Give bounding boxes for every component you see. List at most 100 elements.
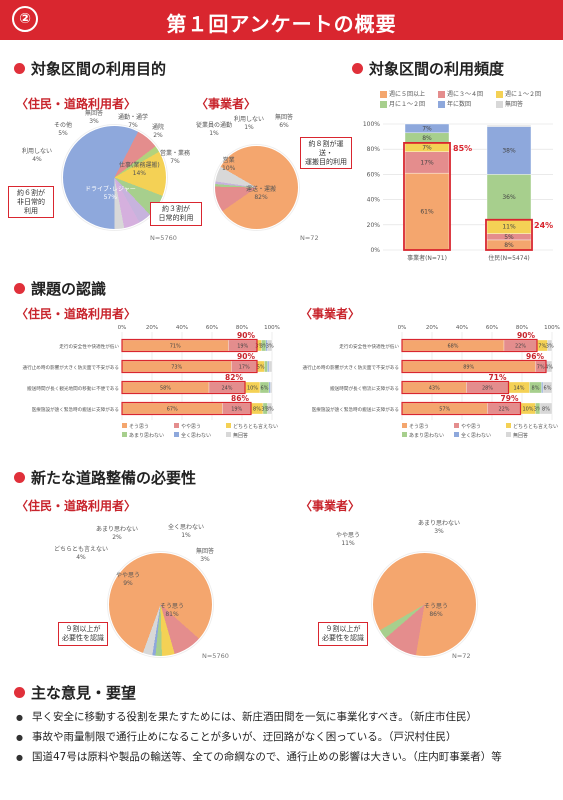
highlight-label: 24% <box>534 221 553 230</box>
bar-value-label: 5% <box>504 234 514 241</box>
slice-label: 利用しない 1% <box>234 116 265 131</box>
bar-value-label: 71% <box>170 344 181 350</box>
legend-label: 週に３～４回 <box>447 91 484 98</box>
issue-residents-chart: 0% 20% 40% 60% 80% 100%走行の安全性や快適性が低い 71% 19% 3%3… <box>23 325 280 439</box>
bar-segment <box>486 125 532 127</box>
legend-swatch <box>438 91 445 98</box>
legend-item: 年に数回 <box>438 100 496 110</box>
legend-swatch <box>226 423 231 428</box>
axis-tick-label: 20% <box>426 325 438 331</box>
row-label: 医療施設が遠く緊急時の搬送に支障がある <box>312 406 399 413</box>
legend-label: 週に５回以上 <box>389 91 426 98</box>
bar-segment <box>404 172 450 251</box>
legend-label: そう思う <box>409 423 429 430</box>
slice-label: 無回答 3% <box>85 110 104 125</box>
bar-value-label: 6% <box>261 386 269 392</box>
bar-segment <box>270 381 273 394</box>
sample-size: N=72 <box>452 652 471 660</box>
bar-value-label: 3% <box>534 407 542 413</box>
axis-tick-label: 20% <box>146 325 158 331</box>
legend-label: そう思う <box>129 423 149 430</box>
axis-tick-label: 80% <box>236 325 248 331</box>
bar-value-label: 61% <box>420 209 434 216</box>
opinions-list: 早く安全に移動する役割を果たすためには、新庄酒田間を一気に事業化すべき。（新庄市… <box>16 708 551 768</box>
bar-value-label: 89% <box>463 365 474 371</box>
y-tick-label: 20% <box>367 222 381 229</box>
axis-tick-label: 60% <box>486 325 498 331</box>
legend-item: 月に１～２回 <box>380 100 438 110</box>
need-business-pie <box>372 552 477 657</box>
highlight-box <box>401 338 538 353</box>
slice-label: あまり思わない 3% <box>418 520 461 535</box>
legend-swatch <box>174 432 179 437</box>
bar-value-label: 8% <box>532 386 540 392</box>
list-item: 事故や雨量制限で通行止めになることが多いが、迂回路がなく困っている。（戸沢村住民… <box>16 728 551 748</box>
highlight-box <box>121 359 258 374</box>
legend-swatch <box>122 432 127 437</box>
purpose-residents-pie <box>62 125 167 230</box>
callout-need-business: ９割以上が 必要性を認識 <box>318 622 368 646</box>
slice-label: そう思う 86% <box>424 603 449 618</box>
bar-value-label: 38% <box>502 147 516 154</box>
slice-label: ドライブ･レジャー 57% <box>85 186 136 201</box>
issue-business-chart: 0% 20% 40% 60% 80% 100%走行の安全性や快適性が低い 68% 22% 7% 3… <box>303 325 560 439</box>
total-label: 82% <box>225 373 243 382</box>
legend-swatch <box>380 100 387 108</box>
legend-swatch <box>506 432 511 437</box>
bar-value-label: 3% <box>266 344 274 350</box>
purpose-business-pie <box>214 145 299 230</box>
highlight-box <box>485 218 533 251</box>
callout-non-daily: 約６割が 非日常的 利用 <box>8 186 54 219</box>
page-title: 第１回アンケートの概要 <box>166 12 397 36</box>
bullet-dot-icon <box>14 687 25 698</box>
slice-label: 無回答 3% <box>196 548 215 563</box>
bullet-dot-icon <box>14 283 25 294</box>
bar-segment <box>268 381 271 394</box>
total-label: 86% <box>231 394 249 403</box>
list-item: 国道47号は原料や製品の輸送等、全ての命綱なので、通行止めの影響は大きい。（庄内… <box>16 748 551 768</box>
callout-need-residents: ９割以上が 必要性を認識 <box>58 622 108 646</box>
bar-value-label: 7% <box>422 144 432 151</box>
axis-tick-label: 60% <box>206 325 218 331</box>
total-label: 90% <box>237 352 255 361</box>
purpose-residents-subtitle: 〈住民・道路利用者〉 <box>16 97 137 111</box>
y-tick-label: 80% <box>367 146 381 153</box>
bar-value-label: 3% <box>546 344 554 350</box>
axis-tick-label: 80% <box>516 325 528 331</box>
bar-value-label: 7% <box>422 125 432 132</box>
bar-segment <box>547 339 553 352</box>
row-label: 医療施設が遠く緊急時の搬送に支障がある <box>32 406 119 413</box>
legend-label: どちらとも言えない <box>233 423 278 430</box>
bar-value-label: 17% <box>239 365 250 371</box>
total-label: 90% <box>237 331 255 340</box>
legend-label: 無回答 <box>233 432 248 439</box>
page-header: ② 第１回アンケートの概要 <box>0 0 563 40</box>
bar-value-label: 7% <box>537 365 545 371</box>
slice-label: その他 5% <box>54 122 73 137</box>
bar-value-label: 22% <box>498 407 509 413</box>
category-label: 住民(N=5474) <box>488 254 529 262</box>
bar-value-label: 24% <box>221 386 232 392</box>
legend-label: 全く思わない <box>181 432 211 439</box>
bar-value-label: 17% <box>420 159 434 166</box>
frequency-legend: 週に５回以上 週に３～４回 週に１～２回月に１～２回 年に数回 無回答 <box>380 90 560 109</box>
highlight-box <box>401 401 522 416</box>
bar-value-label: 8% <box>542 407 550 413</box>
bar-segment <box>268 360 273 373</box>
highlight-box <box>121 401 252 416</box>
bullet-dot-icon <box>14 63 25 74</box>
axis-tick-label: 0% <box>398 325 407 331</box>
bar-value-label: 4% <box>545 365 553 371</box>
need-residents-subtitle: 〈住民・道路利用者〉 <box>16 499 137 513</box>
purpose-business-subtitle: 〈事業者〉 <box>196 97 257 111</box>
bar-value-label: 28% <box>482 386 493 392</box>
slice-label: 通院 2% <box>152 124 165 139</box>
category-label: 事業者(N=71) <box>407 254 447 262</box>
legend-label: 無回答 <box>513 432 528 439</box>
slice-label: やや思う 9% <box>116 572 141 587</box>
legend-item: 週に１～２回 <box>496 90 554 100</box>
axis-tick-label: 40% <box>176 325 188 331</box>
slice-label: 仕事(業務運搬) 14% <box>119 162 160 177</box>
slice-label: 従業員の通勤 1% <box>196 122 233 137</box>
total-label: 96% <box>526 352 544 361</box>
